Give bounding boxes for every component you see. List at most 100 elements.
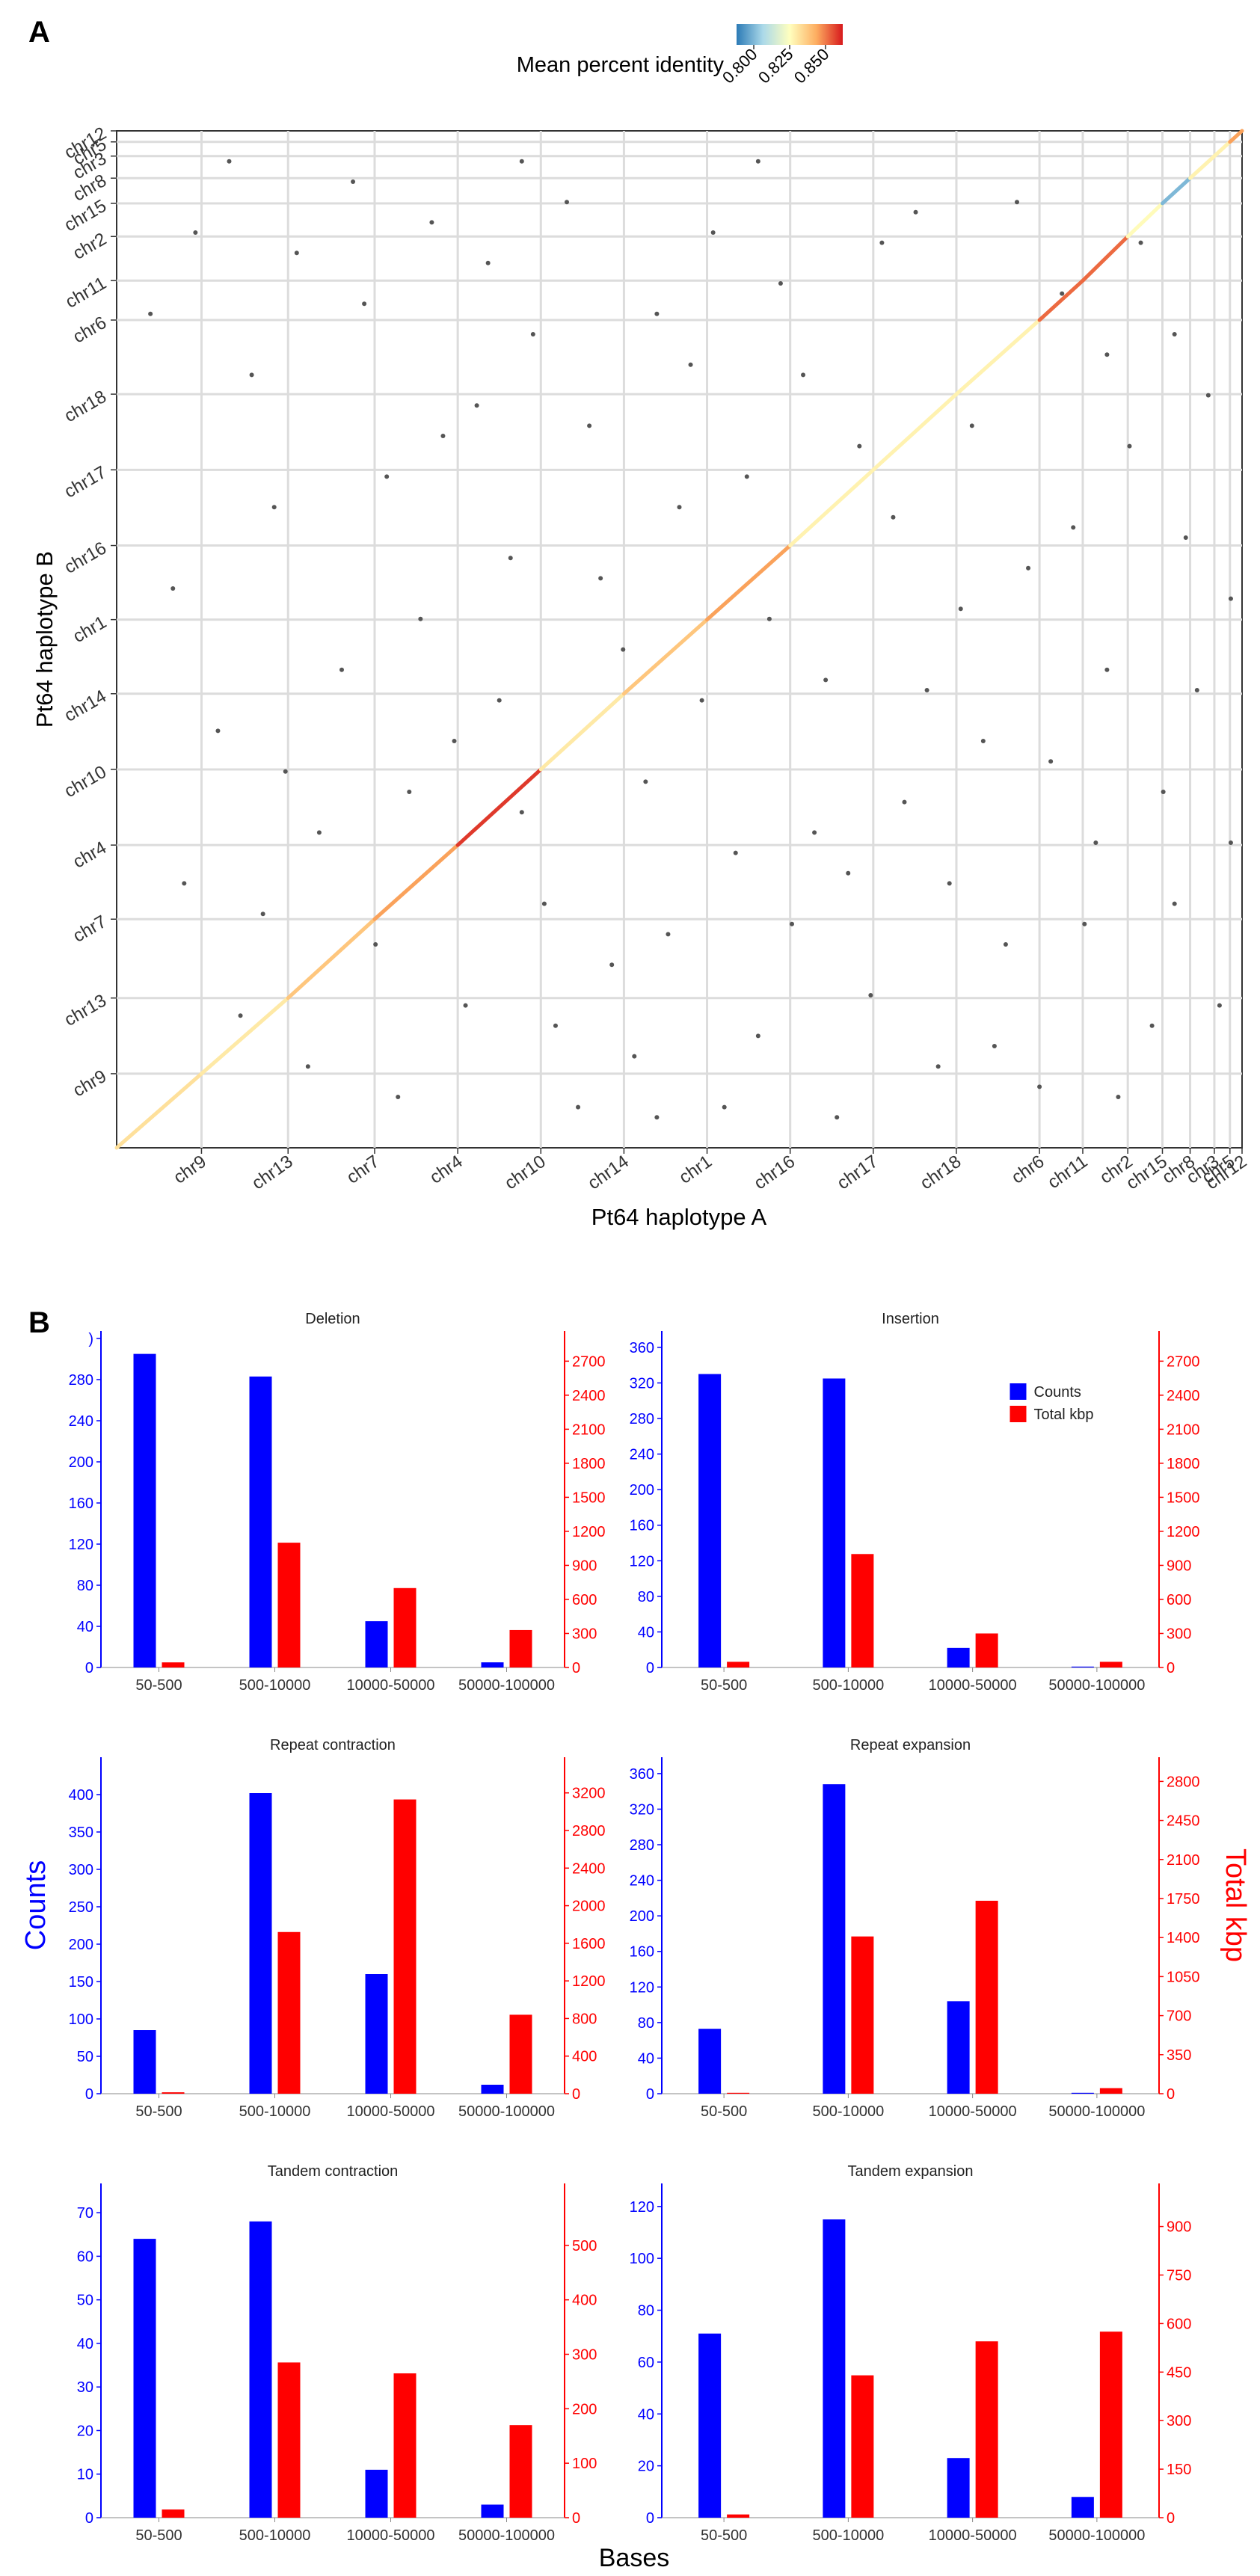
dotplot-hit: [396, 1095, 401, 1099]
dotplot-hit: [474, 403, 479, 408]
right-tick-label: 1800: [572, 1456, 606, 1472]
right-tick-label: 2100: [572, 1421, 606, 1438]
dotplot-hit: [654, 311, 660, 316]
right-tick-label: 3200: [572, 1786, 606, 1802]
left-tick-label: 0: [646, 2510, 654, 2527]
right-tick-label: 300: [1167, 1626, 1191, 1642]
bar-total-kbp: [975, 2341, 998, 2518]
bar-total-kbp: [393, 1587, 417, 1667]
left-tick-label: 70: [77, 2205, 93, 2222]
right-tick-label: 1800: [1167, 1456, 1200, 1472]
dotplot-hit: [452, 739, 457, 743]
dotplot-hit: [1093, 840, 1098, 845]
dotplot-hit: [654, 1115, 660, 1120]
dotplot-hit: [1071, 525, 1076, 530]
diagonal-segment-chr1: [621, 618, 710, 696]
bar-total-kbp: [975, 1900, 998, 2094]
x-tick-label: chr4: [426, 1152, 467, 1188]
x-tick-label: 10000-50000: [929, 1677, 1017, 1694]
right-tick-label: 350: [1167, 2047, 1191, 2064]
x-tick-label: 10000-50000: [929, 2103, 1017, 2120]
dotplot-hit: [722, 1104, 727, 1110]
x-tick-label: 50-500: [701, 1677, 747, 1694]
right-tick-label: 900: [572, 1558, 597, 1574]
left-tick-label: 60: [638, 2355, 654, 2371]
diagonal-segment-chr16: [705, 544, 793, 622]
right-tick-label: 300: [572, 2347, 597, 2364]
x-tick-label: 50-500: [701, 2527, 747, 2544]
dotplot-x-axis: chr9 chr13 chr7 chr4 chr10 chr14 chr1 chr16 chr1…: [170, 1148, 1250, 1193]
chart-title: Repeat contraction: [270, 1737, 396, 1753]
y-tick-label: chr7: [70, 912, 110, 947]
bar-total-kbp: [393, 2373, 417, 2518]
bar-total-kbp: [727, 2092, 750, 2094]
left-tick-label: 350: [69, 1825, 93, 1841]
dotplot-hit: [835, 1115, 840, 1120]
dotplot-hit: [677, 505, 682, 510]
dotplot-hit: [755, 1033, 760, 1039]
left-tick-label: 100: [69, 2011, 93, 2028]
dotplot-y-label: Pt64 haplotype B: [31, 551, 58, 728]
left-tick-label: 280: [69, 1372, 93, 1389]
dotplot-hit: [1104, 667, 1110, 672]
colorbar-tick-label: 0.850: [790, 45, 833, 87]
diagonal-segment-chr5: [1212, 140, 1232, 159]
y-tick-label: chr18: [61, 387, 110, 426]
colorbar-title: Mean percent identity: [517, 53, 725, 77]
dotplot-hit: [902, 799, 907, 805]
colorbar-tick-label: 0.825: [755, 45, 797, 87]
left-tick-label: 80: [638, 1589, 654, 1605]
dotplot-grid: [117, 131, 1242, 1148]
dotplot-hit: [632, 1054, 637, 1059]
left-tick-label: 20: [638, 2459, 654, 2475]
left-tick-label: 60: [77, 2248, 93, 2265]
dotplot-hit: [935, 1064, 941, 1069]
left-tick-label: 120: [630, 2199, 654, 2216]
left-tick-label: 40: [638, 2406, 654, 2423]
right-tick-label: 1400: [1167, 1930, 1200, 1946]
dotplot-hit: [407, 790, 412, 794]
y-tick-label: chr6: [70, 313, 110, 348]
dotplot-hit: [497, 698, 502, 703]
bar-total-kbp: [162, 2509, 185, 2518]
dotplot-hit: [891, 514, 896, 520]
right-tick-label: 450: [1167, 2364, 1191, 2381]
colorbar-tick-label: 0.800: [719, 45, 761, 87]
dotplot-hit: [1104, 352, 1110, 357]
right-tick-label: 2700: [1167, 1353, 1200, 1370]
dotplot-hit: [744, 474, 749, 479]
chart-title: Repeat expansion: [850, 1737, 971, 1753]
x-tick-label: chr16: [750, 1152, 799, 1194]
left-tick-label: 150: [69, 1974, 93, 1991]
left-tick-label: 200: [69, 1454, 93, 1471]
right-tick-label: 600: [572, 1592, 597, 1608]
dotplot-hit: [249, 372, 254, 378]
dotplot-hit: [227, 159, 232, 164]
right-tick-label: 2400: [572, 1860, 606, 1877]
x-tick-label: chr7: [343, 1152, 384, 1188]
right-tick-label: 900: [1167, 1558, 1191, 1574]
diagonal-segment-chr8: [1160, 176, 1193, 206]
y-tick-label: chr1: [70, 612, 110, 647]
left-tick-label: 40: [77, 2336, 93, 2352]
right-tick-label: 500: [572, 2238, 597, 2254]
left-tick-label: 240: [630, 1873, 654, 1890]
chart-title: Tandem expansion: [848, 2163, 974, 2180]
y-tick-label: chr2: [70, 229, 110, 264]
dotplot-hit: [565, 200, 569, 205]
right-tick-label: 400: [572, 2049, 597, 2065]
dotplot-hit: [519, 159, 524, 164]
bar-chart-insertion: Insertion 0 40 80 120 160 200 240 280 320 360 0 300 6…: [630, 1311, 1200, 1694]
dotplot-hit: [463, 1003, 468, 1008]
shared-x-axis-label: Bases: [599, 2544, 670, 2572]
legend-swatch-counts: [1009, 1383, 1027, 1400]
right-tick-label: 300: [1167, 2413, 1191, 2429]
y-tick-label: chr14: [61, 686, 110, 726]
dotplot-hit: [857, 443, 862, 449]
bar-chart-repeat-contraction: Repeat contraction 0 50 100 150 200 250 300 350 4…: [69, 1737, 606, 2120]
x-tick-label: chr9: [170, 1152, 210, 1188]
right-tick-label: 0: [572, 2086, 580, 2103]
dotplot-hit: [643, 779, 648, 784]
y-tick-label: chr17: [61, 462, 110, 502]
x-tick-label: chr18: [917, 1152, 965, 1194]
